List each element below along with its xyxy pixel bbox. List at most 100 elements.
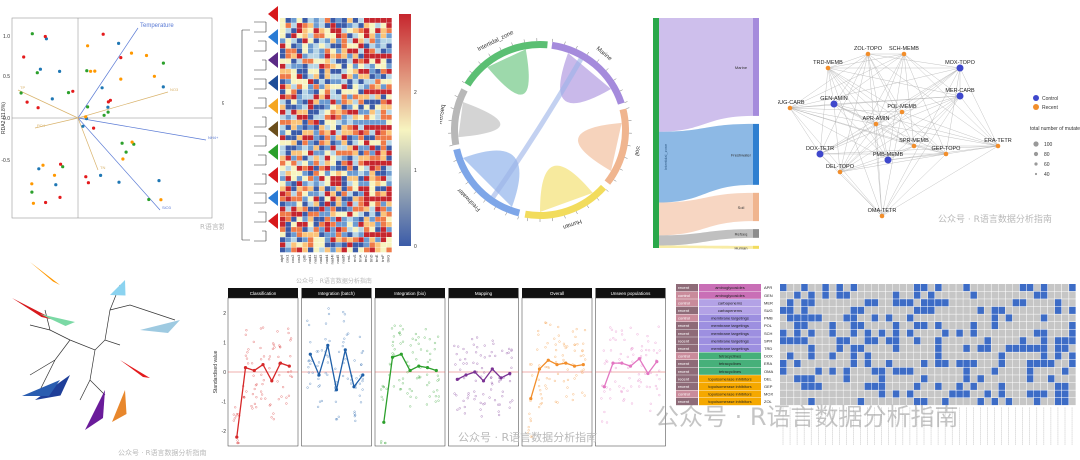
grid-cell: [857, 382, 865, 390]
grid-cell: [942, 390, 949, 398]
column-label: trnE: [374, 254, 379, 262]
grid-cell: [780, 398, 787, 406]
network-node: [830, 100, 838, 108]
heatmap-cell: [380, 18, 387, 23]
heatmap-cell: [347, 191, 353, 197]
heatmap-cell: [369, 63, 375, 69]
heatmap-cell: [341, 84, 347, 90]
network-edge: [833, 103, 947, 155]
heatmap-cell: [336, 222, 342, 227]
grid-cell: [815, 329, 822, 337]
grid-cell: [928, 360, 935, 368]
heatmap-cell: [308, 165, 314, 171]
heatmap-cell: [347, 247, 353, 253]
heatmap-cell: [358, 196, 364, 202]
jitter-point: [426, 349, 429, 352]
jitter-point: [401, 340, 405, 343]
heatmap-cell: [285, 38, 291, 44]
heatmap-cell: [313, 135, 319, 141]
heatmap-cell: [302, 120, 308, 125]
heatmap-cell: [319, 74, 325, 79]
jitter-point: [306, 386, 309, 389]
heatmap-cell: [280, 232, 286, 237]
heatmap-cell: [291, 181, 297, 186]
heatmap-cell: [341, 58, 347, 64]
sample-point: [84, 115, 88, 119]
grid-cell: [892, 291, 900, 299]
grid-cell: [878, 375, 886, 383]
heatmap-cell: [308, 33, 314, 39]
jitter-point: [649, 371, 653, 374]
heatmap-cell: [324, 135, 331, 141]
jitter-point: [320, 399, 323, 403]
grid-cell: [935, 291, 942, 299]
grid-cell: [899, 382, 907, 390]
grid-cell: [963, 375, 970, 383]
heatmap-cell: [341, 109, 347, 115]
heatmap-cell: [330, 150, 336, 156]
heatmap-cell: [308, 186, 314, 192]
grid-cell: [878, 390, 886, 398]
jitter-point: [614, 330, 618, 333]
heatmap-cell: [324, 53, 331, 59]
sample-point: [22, 55, 26, 59]
grid-cell: [787, 291, 794, 299]
heatmap-cell: [291, 23, 297, 28]
heatmap-cell: [330, 114, 336, 120]
heatmap-cell: [336, 104, 342, 110]
heatmap-cell: [380, 23, 387, 28]
clade-triangle: [268, 144, 278, 160]
grid-cell: [963, 337, 970, 345]
jitter-point: [309, 341, 312, 344]
heatmap-cell: [386, 104, 392, 110]
jitter-point: [490, 350, 493, 354]
heatmap-cell: [380, 120, 387, 125]
grid-cell: [1005, 329, 1013, 337]
heatmap-cell: [285, 191, 291, 197]
heatmap-cell: [291, 99, 297, 105]
jitter-point: [566, 378, 570, 381]
column-label: nad4: [324, 254, 329, 264]
heatmap-cell: [352, 114, 359, 120]
heatmap-cell: [302, 186, 308, 192]
grid-cell: [1062, 398, 1069, 406]
jitter-point: [255, 406, 258, 409]
heatmap-cell: [324, 201, 331, 207]
heatmap-cell: [313, 104, 319, 110]
jitter-point: [401, 377, 405, 380]
heatmap-cell: [380, 196, 387, 202]
heatmap-cell: [291, 125, 297, 130]
heatmap-cell: [336, 186, 342, 192]
network-node: [901, 51, 907, 57]
heatmap-cell: [386, 196, 392, 202]
heatmap-cell: [291, 186, 297, 192]
jitter-point: [436, 389, 439, 392]
facet-title: Integration (batch): [318, 291, 355, 296]
group-cell: [676, 360, 698, 368]
heatmap-cell: [336, 94, 342, 100]
grid-cell: [871, 284, 879, 292]
jitter-point: [638, 378, 641, 381]
chord-sector: [464, 41, 548, 87]
heatmap-cell: [302, 84, 308, 90]
series-point: [572, 364, 577, 368]
grid-cell: [1054, 314, 1062, 322]
sector-tick: [576, 45, 578, 49]
heatmap-cell: [330, 160, 336, 166]
jitter-point: [358, 335, 361, 338]
heatmap-cell: [308, 145, 314, 151]
grid-cell: [963, 352, 970, 360]
heatmap-cell: [313, 165, 319, 171]
heatmap-cell: [386, 48, 392, 54]
sector-tick: [465, 182, 469, 185]
series-point: [317, 373, 321, 377]
grid-cell: [871, 344, 879, 352]
jitter-point: [259, 327, 262, 330]
grid-cell: [1012, 299, 1020, 307]
grid-cell: [1033, 314, 1041, 322]
sector-tick: [493, 207, 496, 210]
watermark-text: 公众号 · R语言数据分析指南: [458, 431, 598, 444]
jitter-point: [489, 376, 493, 379]
heatmap-cell: [375, 63, 381, 69]
